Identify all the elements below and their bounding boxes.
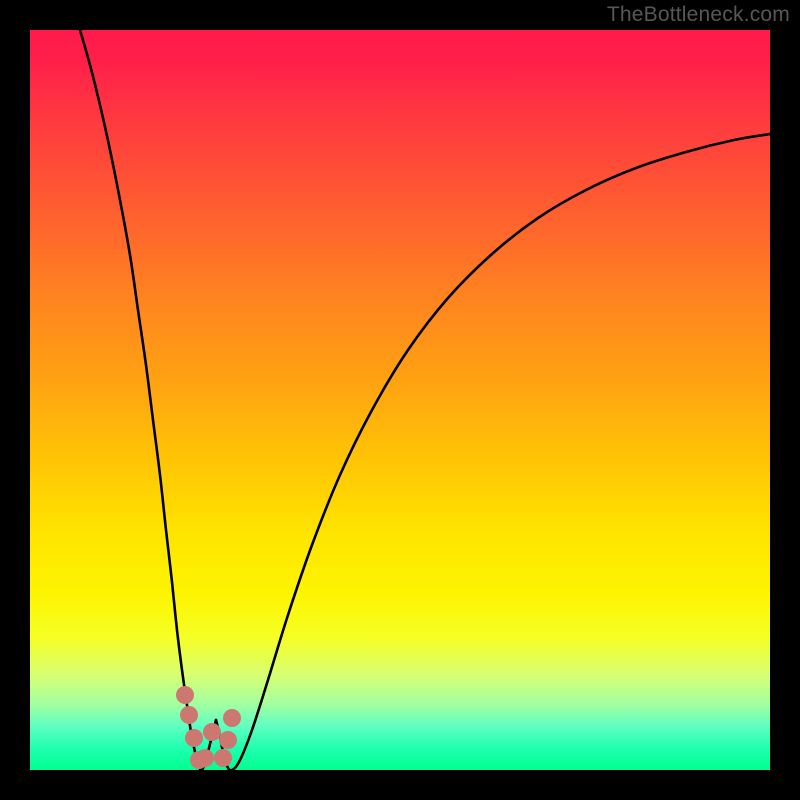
- data-marker: [196, 749, 214, 767]
- plot-background: [30, 30, 770, 770]
- data-marker: [219, 731, 237, 749]
- chart-stage: TheBottleneck.com: [0, 0, 800, 800]
- data-marker: [214, 749, 232, 767]
- data-marker: [185, 729, 203, 747]
- bottleneck-curve-chart: [0, 0, 800, 800]
- data-marker: [176, 686, 194, 704]
- data-marker: [223, 709, 241, 727]
- data-marker: [180, 706, 198, 724]
- data-marker: [203, 723, 221, 741]
- watermark-text: TheBottleneck.com: [607, 3, 790, 27]
